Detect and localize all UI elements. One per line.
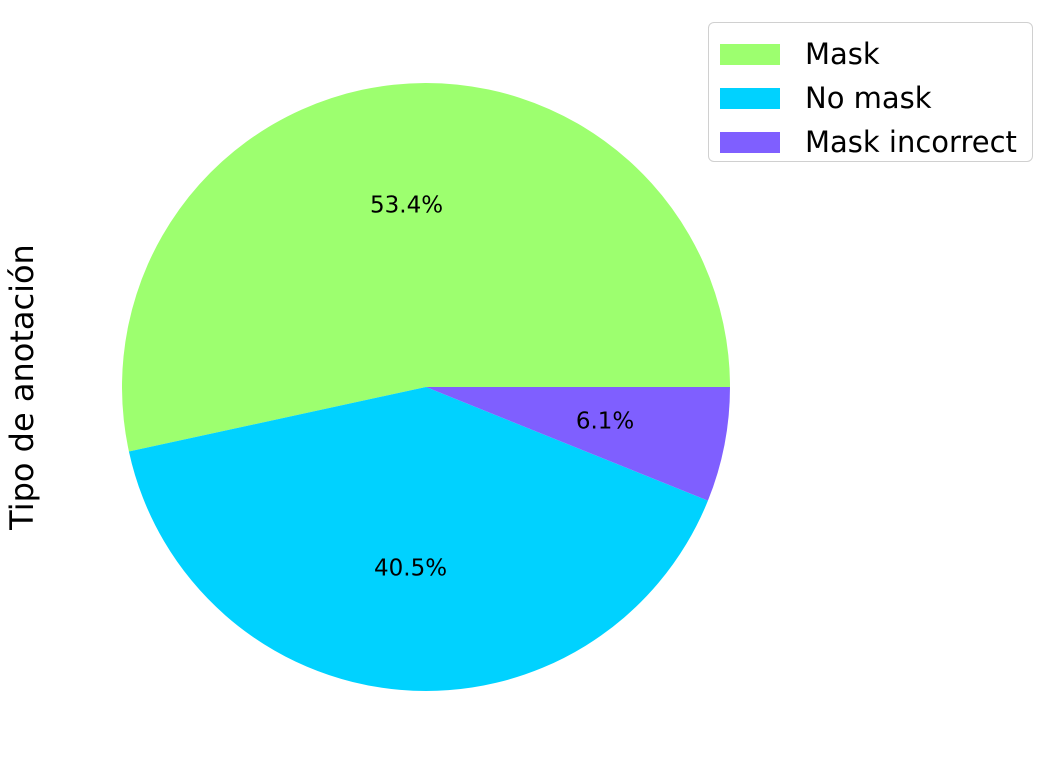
- legend-swatch: [720, 87, 780, 109]
- pie-pct-label: 40.5%: [374, 556, 447, 582]
- legend-item-mask-incorrect: Mask incorrect: [720, 120, 1032, 164]
- pie-slice-no-mask: [128, 387, 708, 691]
- legend-label: Mask incorrect: [805, 125, 1017, 159]
- pie-slice-mask-incorrect: [426, 387, 730, 501]
- y-axis-label: Tipo de anotación: [3, 244, 41, 530]
- legend-label: No mask: [805, 81, 932, 115]
- legend-swatch: [720, 131, 780, 153]
- legend-swatch: [720, 43, 780, 65]
- pie-slice-mask: [121, 83, 730, 452]
- pie-pct-label: 6.1%: [576, 409, 634, 435]
- legend: Mask No mask Mask incorrect: [708, 22, 1033, 162]
- legend-item-mask: Mask: [720, 32, 1032, 76]
- pie-pct-label: 53.4%: [370, 193, 443, 219]
- legend-label: Mask: [805, 37, 880, 71]
- legend-item-no-mask: No mask: [720, 76, 1032, 120]
